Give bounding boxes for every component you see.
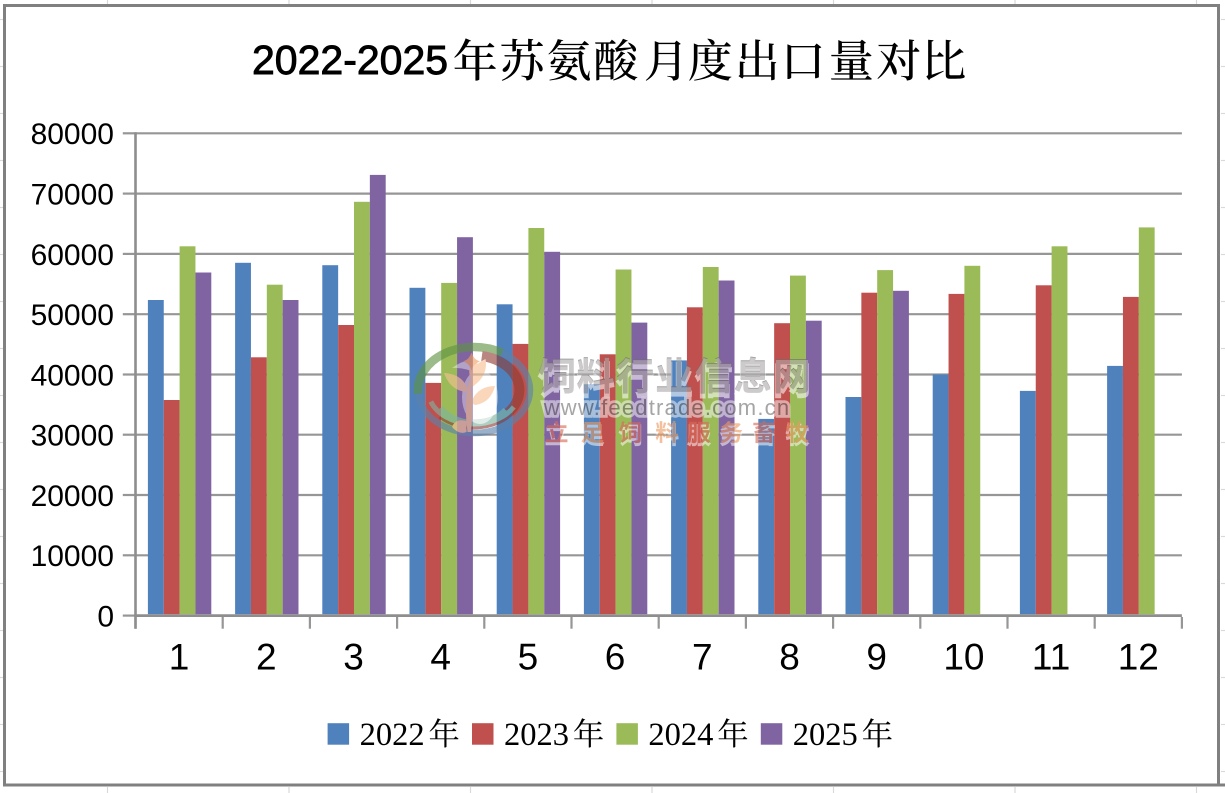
svg-text:1: 1 bbox=[169, 637, 190, 678]
svg-text:7: 7 bbox=[692, 637, 713, 678]
svg-text:50000: 50000 bbox=[31, 299, 114, 332]
svg-text:12: 12 bbox=[1118, 637, 1159, 678]
svg-text:6: 6 bbox=[605, 637, 626, 678]
svg-text:2024: 2024 bbox=[648, 717, 713, 753]
svg-text:20000: 20000 bbox=[31, 480, 114, 513]
svg-text:2022-2025: 2022-2025 bbox=[252, 37, 448, 83]
svg-text:2: 2 bbox=[256, 637, 277, 678]
svg-text:5: 5 bbox=[518, 637, 539, 678]
svg-text:4: 4 bbox=[430, 637, 451, 678]
svg-text:60000: 60000 bbox=[31, 239, 114, 272]
svg-text:www.feedtrade.com.cn: www.feedtrade.com.cn bbox=[543, 395, 791, 420]
svg-text:10: 10 bbox=[943, 637, 984, 678]
svg-text:9: 9 bbox=[866, 637, 887, 678]
svg-text:11: 11 bbox=[1032, 637, 1070, 678]
svg-text:30000: 30000 bbox=[31, 420, 114, 453]
svg-text:www.feedtrade.com.cn: www.feedtrade.com.cn bbox=[543, 395, 791, 420]
svg-text:2023: 2023 bbox=[504, 717, 569, 753]
svg-text:40000: 40000 bbox=[31, 359, 114, 392]
svg-text:2022: 2022 bbox=[360, 717, 425, 753]
svg-text:10000: 10000 bbox=[31, 540, 114, 573]
svg-text:80000: 80000 bbox=[31, 118, 114, 151]
svg-text:8: 8 bbox=[779, 637, 800, 678]
svg-text:3: 3 bbox=[343, 637, 364, 678]
svg-text:70000: 70000 bbox=[31, 179, 114, 212]
svg-text:0: 0 bbox=[97, 601, 114, 634]
svg-text:2025: 2025 bbox=[793, 717, 858, 753]
